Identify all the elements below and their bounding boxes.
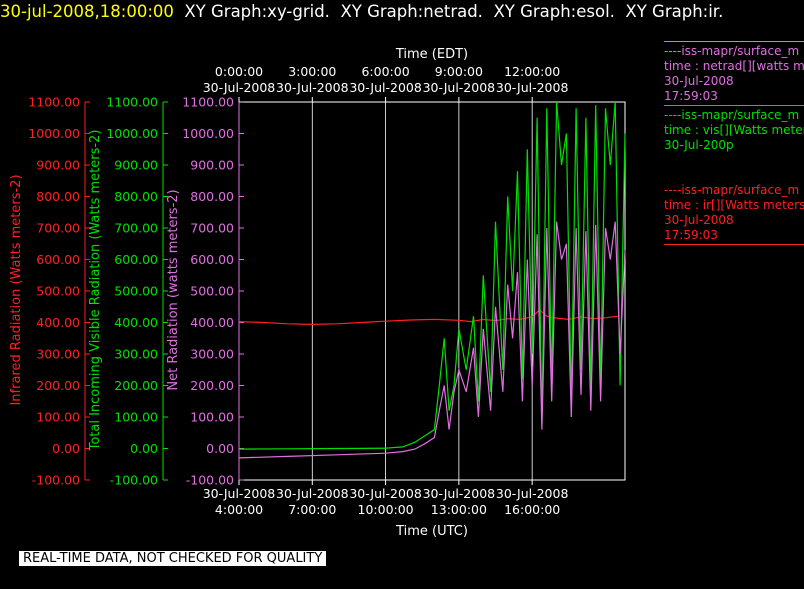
y-tick-label: 400.00 [114,315,158,330]
legend-entry-vis: ----iss-mapr/surface_m time : vis[][Watt… [664,105,804,168]
y-tick-label: 800.00 [114,189,158,204]
y-tick-label: 600.00 [190,252,234,267]
legend-variable: time : netrad[][watts m [664,59,804,73]
series-line-netrad [238,221,626,459]
x-top-tick-label-date: 30-Jul-2008 [496,80,569,95]
y-tick-label: 600.00 [36,252,80,267]
y-tick-label: 0.00 [52,441,80,456]
y-tick-label: 900.00 [36,158,80,173]
x-top-tick-label-date: 30-Jul-2008 [423,80,496,95]
y-tick-label: 300.00 [114,347,158,362]
y-tick-label: 0.00 [130,441,158,456]
y-tick-label: 200.00 [36,378,80,393]
y-tick-label: 200.00 [190,378,234,393]
graph-name-netrad: XY Graph:netrad. [340,2,483,21]
legend-header: ----iss-mapr/surface_m [664,183,800,197]
y-tick-label: 400.00 [36,315,80,330]
y-axis-label: Net Radiation (watts meters-2) [166,189,181,390]
y-tick-label: 1000.00 [182,126,234,141]
quality-disclaimer: REAL-TIME DATA, NOT CHECKED FOR QUALITY [19,551,327,566]
y-tick-label: 1100.00 [28,95,80,110]
y-tick-label: 300.00 [36,347,80,362]
y-tick-label: 700.00 [190,221,234,236]
series-line-vis [238,101,626,450]
x-tick-label-time: 13:00:00 [431,502,487,517]
timestamp: 30-jul-2008,18:00:00 [0,2,174,21]
chart-title: 30-jul-2008,18:00:00 XY Graph:xy-grid. X… [0,2,723,21]
y-tick-label: 1100.00 [182,95,234,110]
graph-name-esol: XY Graph:esol. [493,2,615,21]
x-tick-label-date: 30-Jul-2008 [349,486,422,501]
y-tick-label: 700.00 [114,221,158,236]
legend-date: 30-Jul-200p [664,138,734,152]
legend-entry-netrad: ----iss-mapr/surface_m time : netrad[][w… [664,41,804,104]
x-top-tick-label-date: 30-Jul-2008 [276,80,349,95]
y-tick-label: 900.00 [190,158,234,173]
y-tick-label: -100.00 [110,473,158,488]
y-tick-label: 600.00 [114,252,158,267]
y-tick-label: 800.00 [190,189,234,204]
x-axis-label: Time (UTC) [395,524,468,539]
legend-date: 30-Jul-2008 [664,213,734,227]
legend-separator [664,105,804,106]
legend-variable: time : ir[][Watts meters [664,198,804,212]
y-tick-label: 500.00 [190,284,234,299]
y-tick-label: 100.00 [190,410,234,425]
y-tick-label: -100.00 [32,473,80,488]
x-top-tick-label-time: 3:00:00 [288,64,336,79]
legend-separator [664,244,804,245]
x-top-tick-label-time: 6:00:00 [361,64,409,79]
y-tick-label: 900.00 [114,158,158,173]
y-tick-label: 500.00 [36,284,80,299]
legend: ----iss-mapr/surface_m time : netrad[][w… [664,40,804,247]
y-tick-label: 800.00 [36,189,80,204]
x-tick-label-time: 4:00:00 [215,502,263,517]
graph-name-xy-grid: XY Graph:xy-grid. [184,2,330,21]
y-tick-label: 500.00 [114,284,158,299]
legend-header: ----iss-mapr/surface_m [664,44,800,58]
x-top-axis-label: Time (EDT) [395,47,468,62]
x-tick-label-date: 30-Jul-2008 [203,486,276,501]
legend-time: 17:59:03 [664,89,718,103]
x-top-tick-label-time: 12:00:00 [504,64,560,79]
x-tick-label-date: 30-Jul-2008 [423,486,496,501]
x-tick-label-time: 10:00:00 [358,502,414,517]
y-tick-label: 0.00 [206,441,234,456]
x-tick-label-time: 7:00:00 [288,502,336,517]
legend-time [664,153,804,168]
x-top-tick-label-date: 30-Jul-2008 [349,80,422,95]
x-tick-label-time: 16:00:00 [504,502,560,517]
legend-time: 17:59:03 [664,228,718,242]
y-tick-label: 1100.00 [106,95,158,110]
legend-entry-ir: ----iss-mapr/surface_m time : ir[][Watts… [664,183,804,245]
y-tick-label: -100.00 [186,473,234,488]
series-line-ir [238,309,618,326]
legend-header: ----iss-mapr/surface_m [664,108,800,122]
y-tick-label: 100.00 [36,410,80,425]
x-top-tick-label-date: 30-Jul-2008 [203,80,276,95]
y-tick-label: 400.00 [190,315,234,330]
y-tick-label: 200.00 [114,378,158,393]
graph-name-ir: XY Graph:ir. [625,2,724,21]
y-tick-label: 1000.00 [28,126,80,141]
legend-separator [664,41,804,42]
y-axis-label: Total Incoming Visible Radiation (Watts … [88,130,103,452]
x-tick-label-date: 30-Jul-2008 [276,486,349,501]
y-tick-label: 300.00 [190,347,234,362]
y-tick-label: 1000.00 [106,126,158,141]
legend-date: 30-Jul-2008 [664,74,734,88]
y-tick-label: 700.00 [36,221,80,236]
legend-variable: time : vis[][Watts meter [664,123,804,137]
y-axis-label: Infrared Radiation (Watts meters-2) [9,174,24,405]
x-top-tick-label-time: 0:00:00 [215,64,263,79]
x-top-tick-label-time: 9:00:00 [435,64,483,79]
y-tick-label: 100.00 [114,410,158,425]
x-tick-label-date: 30-Jul-2008 [496,486,569,501]
